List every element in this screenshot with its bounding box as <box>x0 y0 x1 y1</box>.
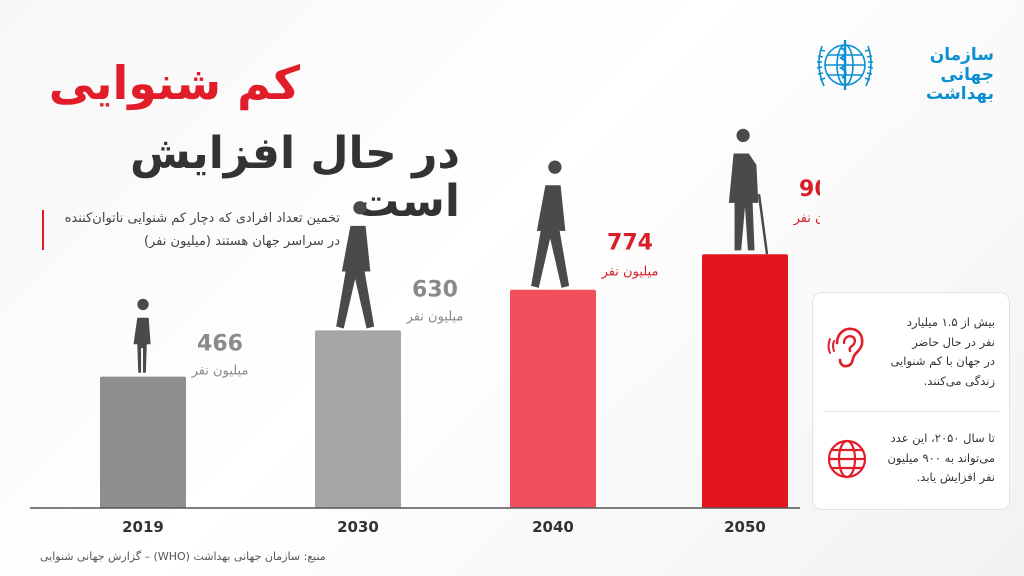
who-name-line1: سازمان جهانی <box>929 45 994 85</box>
who-emblem-icon <box>816 40 874 90</box>
x-tick-label-2030: 2030 <box>337 518 379 536</box>
fact-line: می‌تواند به ۹۰۰ میلیون <box>887 450 995 465</box>
value-label-2040: 774 <box>607 231 653 256</box>
cane-icon <box>757 194 769 255</box>
subtitle-accent-bar <box>42 210 44 250</box>
value-label-2050: 900 <box>799 177 820 202</box>
subtitle: تخمین تعداد افرادی که دچار کم شنوایی نات… <box>40 208 340 254</box>
bar-2050 <box>702 254 788 508</box>
page-title-line2: در حال افزایش است <box>129 128 460 228</box>
fact-current-population: بیش از ۱.۵ میلیارد نفر در حال حاضر در جه… <box>877 313 995 391</box>
unit-label-2040: میلیون نفر <box>601 265 659 280</box>
globe-icon <box>827 439 867 479</box>
x-tick-label-2050: 2050 <box>724 518 766 536</box>
walking-man-icon <box>531 160 570 288</box>
fact-line: در جهان با کم شنوایی <box>890 354 995 369</box>
bar-2030 <box>315 330 401 508</box>
value-label-2030: 630 <box>412 277 458 302</box>
fact-line: تا سال ۲۰۵۰، این عدد <box>890 431 995 445</box>
panel-divider <box>823 411 999 412</box>
unit-label-2030: میلیون نفر <box>406 309 464 324</box>
x-tick-label-2019: 2019 <box>122 518 164 536</box>
subtitle-line1: تخمین تعداد افرادی که دچار کم شنوایی نات… <box>64 211 340 226</box>
who-name-line2: بهداشت <box>926 84 994 105</box>
value-label-2019: 466 <box>197 332 243 357</box>
facts-panel: بیش از ۱.۵ میلیارد نفر در حال حاضر در جه… <box>812 292 1010 510</box>
fact-line: نفر در حال حاضر <box>912 334 995 349</box>
fact-2050-projection: تا سال ۲۰۵۰، این عدد می‌تواند به ۹۰۰ میل… <box>877 429 995 488</box>
elderly-man-cane-icon <box>728 128 759 251</box>
fact-line: زندگی می‌کنند. <box>923 373 995 388</box>
unit-label-2050: میلیون نفر <box>793 211 820 226</box>
bar-chart: 466 میلیون نفر 2019 630 میلیون نفر 2030 774 میل… <box>30 128 820 536</box>
bar-2019 <box>100 376 186 508</box>
bar-2040 <box>510 289 596 508</box>
fact-line: بیش از ۱.۵ میلیارد <box>906 315 995 329</box>
child-figure-icon <box>133 298 151 373</box>
fact-line: نفر افزایش یابد. <box>916 470 995 485</box>
unit-label-2019: میلیون نفر <box>191 364 249 379</box>
page-title-line1: کم شنوایی <box>48 56 300 110</box>
who-logo-name: سازمان جهانی بهداشت <box>884 45 994 105</box>
source-note: منبع: سازمان جهانی بهداشت (WHO) – گزارش … <box>40 550 326 563</box>
x-tick-label-2040: 2040 <box>532 518 574 536</box>
ear-icon <box>827 327 864 368</box>
subtitle-line2: در سراسر جهان هستند (میلیون نفر) <box>143 233 340 249</box>
walking-man-icon <box>336 201 375 329</box>
